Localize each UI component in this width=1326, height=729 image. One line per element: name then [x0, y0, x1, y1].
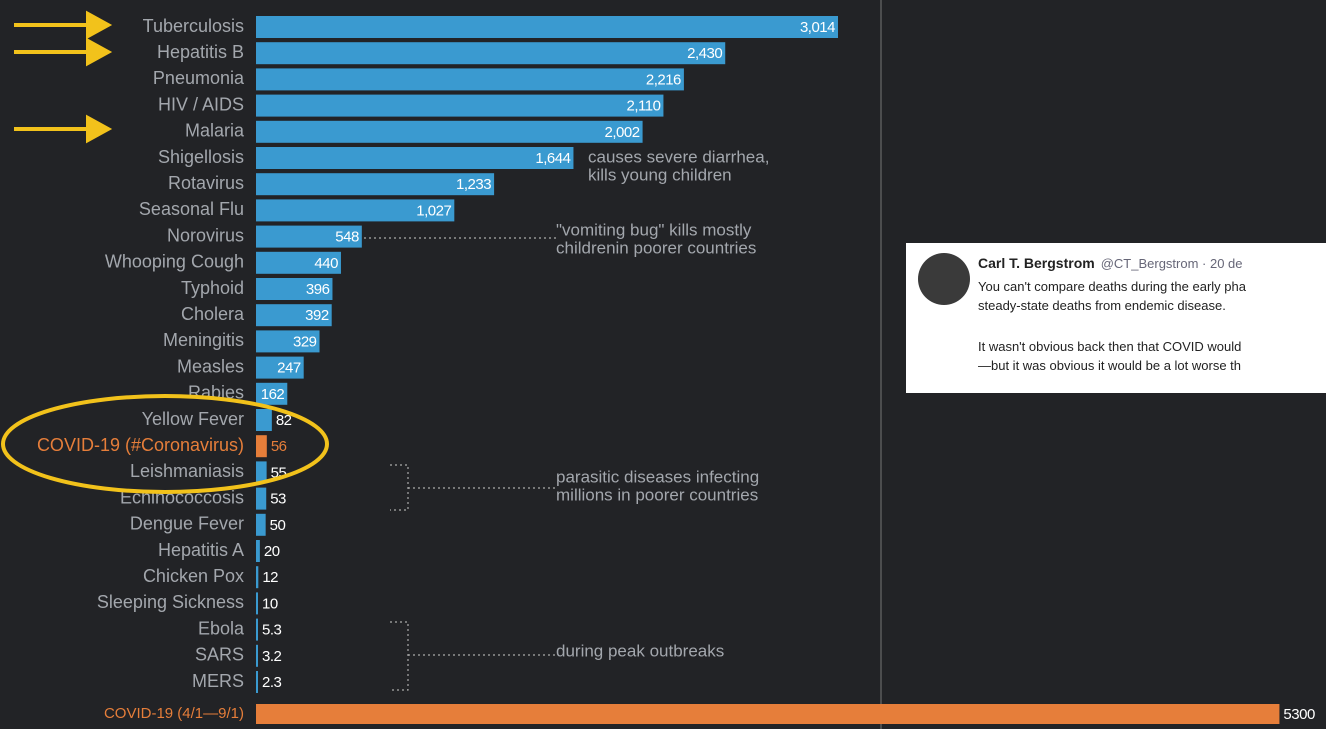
- bar: [256, 94, 664, 117]
- value-label: 440: [314, 255, 338, 272]
- bar: [256, 42, 726, 65]
- bar: [256, 513, 266, 536]
- value-label: 2,430: [687, 45, 722, 62]
- value-label: 5.3: [262, 622, 282, 639]
- category-label: Whooping Cough: [105, 252, 244, 272]
- value-label: 5300: [1283, 706, 1315, 723]
- bar: [256, 173, 495, 196]
- tweet-card: Carl T. Bergstrom @CT_Bergstrom · 20 de Y…: [906, 243, 1326, 393]
- annotation: causes severe diarrhea,: [588, 147, 769, 166]
- bar: [256, 540, 260, 562]
- bar: [256, 382, 288, 405]
- value-label: 56: [271, 438, 287, 455]
- annotation: childrenin poorer countries: [556, 238, 756, 257]
- tweet-text: You can't compare deaths during the earl…: [978, 279, 1246, 294]
- bar: [256, 278, 333, 300]
- category-label: Hepatitis A: [158, 540, 244, 560]
- avatar: [918, 253, 970, 305]
- category-label: Meningitis: [163, 330, 244, 350]
- bar: [256, 618, 258, 641]
- value-label: 1,233: [456, 176, 491, 193]
- value-label: 20: [264, 543, 280, 560]
- annotation: during peak outbreaks: [556, 641, 724, 660]
- bar: [256, 68, 684, 91]
- value-label: 82: [276, 412, 292, 429]
- category-label: MERS: [192, 671, 244, 691]
- category-label: Pneumonia: [153, 68, 245, 88]
- category-label: Typhoid: [181, 278, 244, 298]
- value-label: 3,014: [800, 19, 835, 36]
- category-label: COVID-19 (4/1—9/1): [104, 705, 244, 722]
- annotation: parasitic diseases infecting: [556, 467, 759, 486]
- bar: [256, 566, 259, 589]
- category-label: Yellow Fever: [142, 409, 244, 429]
- value-label: 2,110: [627, 98, 661, 115]
- value-label: 396: [306, 281, 330, 298]
- bar: [256, 120, 643, 143]
- annotation-leaders: [364, 237, 556, 691]
- bar: [256, 592, 258, 615]
- bar: [256, 330, 320, 353]
- tweet-author: Carl T. Bergstrom: [978, 255, 1095, 271]
- tweet-text: steady-state deaths from endemic disease…: [978, 298, 1226, 313]
- category-label: Measles: [177, 356, 244, 376]
- bar: [256, 304, 332, 327]
- bar: [256, 435, 267, 458]
- category-label: HIV / AIDS: [158, 94, 244, 114]
- value-label: 2.3: [262, 674, 282, 691]
- value-label: 392: [305, 307, 329, 324]
- value-label: 1,644: [535, 150, 570, 167]
- tweet-text: —but it was obvious it would be a lot wo…: [978, 358, 1242, 373]
- category-label: Sleeping Sickness: [97, 592, 244, 612]
- category-label: Leishmaniasis: [130, 461, 244, 481]
- bar: [256, 671, 258, 693]
- value-label: 53: [270, 491, 286, 508]
- tweet-text: It wasn't obvious back then that COVID w…: [978, 339, 1242, 354]
- category-label: Cholera: [181, 304, 245, 324]
- value-label: 548: [335, 229, 359, 246]
- category-label: Hepatitis B: [157, 42, 244, 62]
- category-label: Norovirus: [167, 225, 244, 245]
- annotation: kills young children: [588, 165, 732, 184]
- value-label: 2,002: [605, 124, 640, 141]
- bar: [256, 16, 838, 38]
- value-label: 162: [261, 386, 285, 403]
- bar: [256, 461, 267, 484]
- tweet-header: Carl T. Bergstrom @CT_Bergstrom · 20 de: [978, 255, 1243, 271]
- value-label: 50: [270, 517, 286, 534]
- bar: [256, 487, 267, 510]
- value-label: 10: [262, 595, 278, 612]
- value-label: 1,027: [416, 202, 451, 219]
- annotation: millions in poorer countries: [556, 485, 758, 504]
- category-label: Dengue Fever: [130, 514, 244, 534]
- category-label: COVID-19 (#Coronavirus): [37, 435, 244, 455]
- bar: [256, 704, 1280, 724]
- value-label: 247: [277, 360, 301, 377]
- bar: [256, 409, 272, 431]
- bar: [256, 356, 304, 379]
- category-label: Shigellosis: [158, 147, 244, 167]
- category-label: Malaria: [185, 121, 245, 141]
- bar: [256, 147, 574, 169]
- category-label: Chicken Pox: [143, 566, 244, 586]
- category-label: Seasonal Flu: [139, 199, 244, 219]
- category-label: SARS: [195, 645, 244, 665]
- bar: [256, 199, 455, 222]
- bar: [256, 644, 258, 667]
- highlight-ellipse: [1, 394, 329, 494]
- arrows: [14, 10, 113, 144]
- annotation: "vomiting bug" kills mostly: [556, 220, 752, 239]
- tweet-handle: @CT_Bergstrom · 20 de: [1100, 256, 1243, 271]
- bar: [256, 251, 341, 274]
- category-label: Rotavirus: [168, 173, 244, 193]
- value-label: 3.2: [262, 648, 282, 665]
- value-label: 2,216: [646, 71, 681, 88]
- category-label: Ebola: [198, 618, 245, 638]
- bar: [256, 225, 362, 248]
- value-label: 329: [293, 333, 317, 350]
- value-label: 12: [262, 569, 278, 586]
- category-label: Tuberculosis: [143, 16, 244, 36]
